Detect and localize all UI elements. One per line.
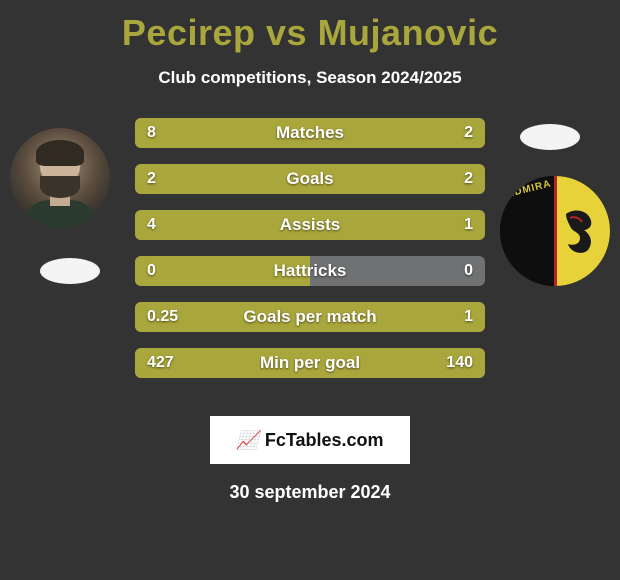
title-left-name: Pecirep (122, 12, 256, 53)
bar-row: 22Goals (135, 164, 485, 194)
comparison-panel: ADMIRA 82Matches 22Goals 41Assists 00Hattri… (0, 118, 620, 408)
player-left-flag-icon (40, 258, 100, 284)
bar-label: Min per goal (135, 348, 485, 378)
player-right-flag-icon (520, 124, 580, 150)
brand-box[interactable]: 📈 FcTables.com (210, 416, 410, 464)
bar-label: Goals per match (135, 302, 485, 332)
page-title: Pecirep vs Mujanovic (0, 0, 620, 54)
bar-row: 82Matches (135, 118, 485, 148)
title-vs: vs (266, 12, 307, 53)
comparison-bars: 82Matches 22Goals 41Assists 00Hattricks 0.25… (135, 118, 485, 394)
brand-text: FcTables.com (265, 430, 384, 451)
brand-logo-icon: 📈 (236, 430, 258, 451)
bar-label: Hattricks (135, 256, 485, 286)
bar-row: 0.251Goals per match (135, 302, 485, 332)
dragon-icon (560, 206, 600, 256)
date-label: 30 september 2024 (0, 482, 620, 503)
bar-label: Goals (135, 164, 485, 194)
player-right-club-badge: ADMIRA (500, 176, 610, 286)
bar-label: Matches (135, 118, 485, 148)
player-left-avatar (10, 128, 110, 228)
subtitle: Club competitions, Season 2024/2025 (0, 68, 620, 88)
bar-row: 427140Min per goal (135, 348, 485, 378)
bar-label: Assists (135, 210, 485, 240)
bar-row: 00Hattricks (135, 256, 485, 286)
bar-row: 41Assists (135, 210, 485, 240)
title-right-name: Mujanovic (318, 12, 499, 53)
